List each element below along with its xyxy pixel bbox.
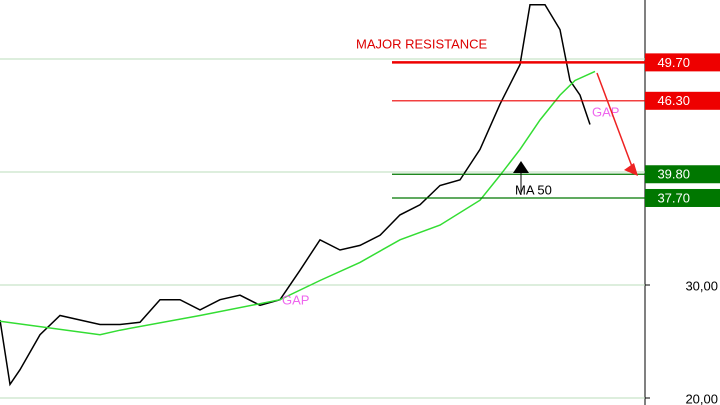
level-label: 49.70 — [657, 55, 690, 70]
level-label: 37.70 — [657, 190, 690, 205]
level-label: 39.80 — [657, 167, 690, 182]
level-box — [645, 91, 720, 110]
y-tick-label: 30,00 — [685, 278, 718, 293]
level-box — [645, 188, 720, 207]
annotation: GAP — [592, 104, 619, 119]
arrow-head — [624, 163, 638, 176]
level-label: 46.30 — [657, 93, 690, 108]
ma-marker — [513, 161, 529, 173]
series-line — [0, 3, 591, 387]
arrow — [596, 72, 635, 173]
level-box — [645, 53, 720, 72]
annotation: MAJOR RESISTANCE — [356, 36, 488, 51]
series-line — [0, 70, 596, 336]
annotation: GAP — [282, 292, 309, 307]
y-tick-label: 20,00 — [685, 391, 718, 405]
annotation: MA 50 — [515, 182, 552, 197]
level-box — [645, 165, 720, 184]
